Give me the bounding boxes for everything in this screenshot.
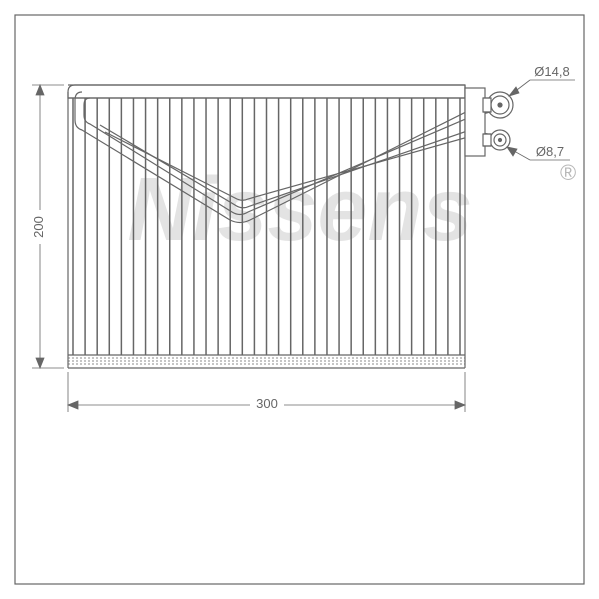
diagram-container: Nissens ®: [0, 0, 599, 599]
height-label: 200: [31, 216, 46, 238]
watermark-text: Nissens: [127, 160, 472, 260]
pipe1-dimension: [509, 80, 575, 96]
registered-mark: ®: [560, 160, 576, 185]
technical-drawing: Nissens ®: [0, 0, 599, 599]
pipe1-label: Ø14,8: [534, 64, 569, 79]
pipe2-label: Ø8,7: [536, 144, 564, 159]
width-label: 300: [256, 396, 278, 411]
outlet-block: [465, 88, 513, 156]
